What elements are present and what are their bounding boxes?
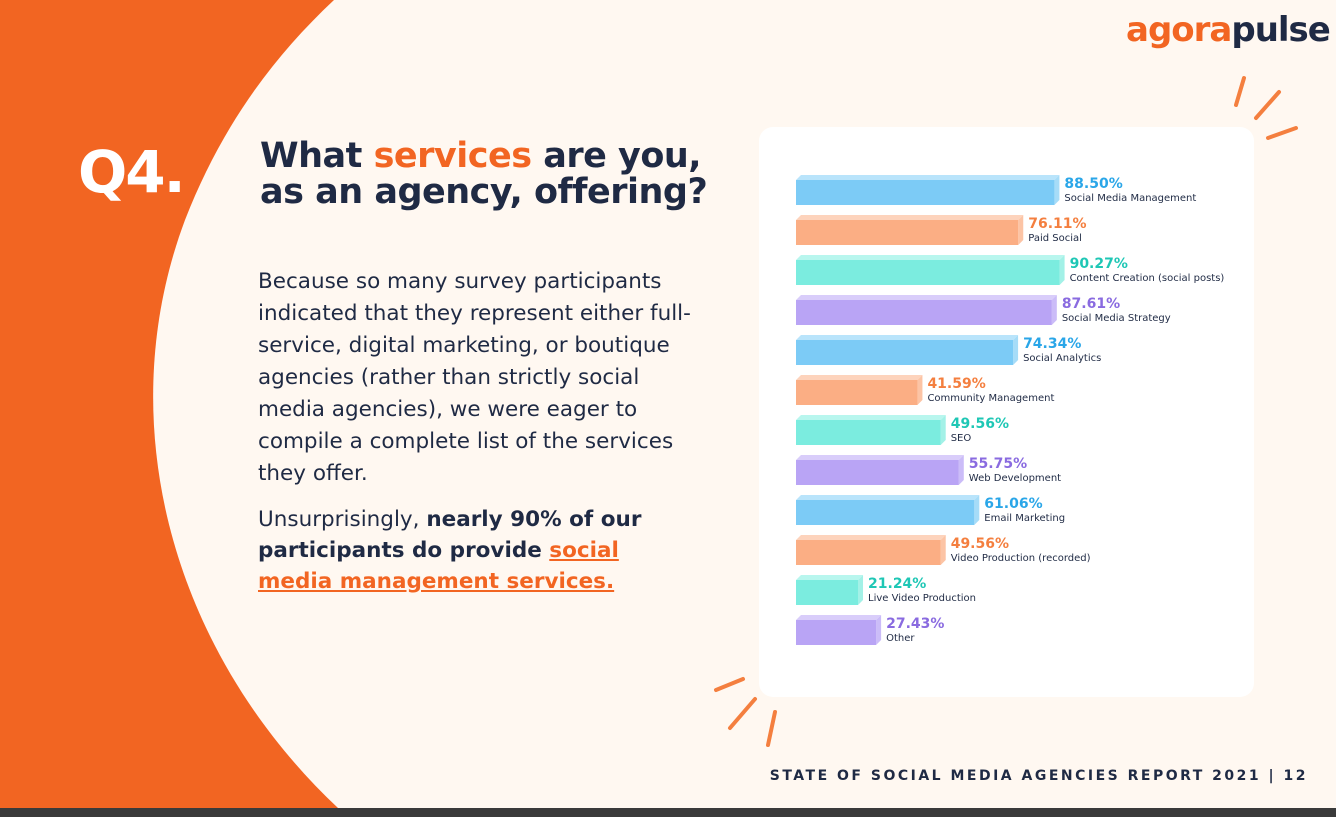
body-paragraph-1: Because so many survey participants indi…: [258, 269, 691, 486]
bar-side: [940, 535, 946, 565]
bar-side: [958, 455, 964, 485]
bar-top: [796, 615, 882, 620]
bar: [796, 580, 859, 605]
bar-side: [1054, 175, 1060, 205]
bar-side: [876, 615, 882, 645]
p2-bold: nearly 90% of our participants do provid…: [258, 507, 642, 563]
bar-category-label: Web Development: [969, 473, 1061, 484]
bar: [796, 300, 1052, 325]
sparkle-bottom-left-icon: [714, 677, 777, 747]
bar: [796, 420, 941, 445]
agorapulse-logo: agorapulse: [1126, 10, 1331, 50]
bar: [796, 500, 975, 525]
bar-top: [796, 215, 1024, 220]
page-title: What services are you, as an agency, off…: [260, 138, 730, 210]
bar-value-label: 55.75%: [969, 456, 1027, 472]
bar: [796, 220, 1019, 245]
bar-value-label: 90.27%: [1070, 256, 1128, 272]
p2-plain: Unsurprisingly,: [258, 507, 427, 532]
bar-value-label: 49.56%: [951, 416, 1009, 432]
bar-value-label: 49.56%: [951, 536, 1009, 552]
bar: [796, 340, 1014, 365]
logo-part-agora: agora: [1126, 10, 1232, 50]
bar-value-label: 21.24%: [868, 576, 926, 592]
bar-top: [796, 535, 946, 540]
bar-top: [796, 455, 964, 460]
body-paragraph-2: Unsurprisingly, nearly 90% of our partic…: [258, 504, 698, 597]
bar-category-label: Social Media Strategy: [1062, 313, 1171, 324]
bar-side: [858, 575, 864, 605]
bar: [796, 460, 959, 485]
bar-top: [796, 495, 980, 500]
question-number: Q4.: [78, 138, 186, 206]
bar-top: [796, 255, 1065, 260]
bar-value-label: 76.11%: [1028, 216, 1086, 232]
bar: [796, 620, 877, 645]
bar-top: [796, 175, 1060, 180]
bar-value-label: 27.43%: [886, 616, 944, 632]
bar-value-label: 41.59%: [927, 376, 985, 392]
bar-top: [796, 335, 1019, 340]
title-after: are you,: [531, 136, 702, 176]
bar-value-label: 61.06%: [984, 496, 1042, 512]
bar-top: [796, 415, 946, 420]
bar-value-label: 88.50%: [1064, 176, 1122, 192]
footer-report-label: STATE OF SOCIAL MEDIA AGENCIES REPORT 20…: [769, 768, 1308, 784]
bar-category-label: Email Marketing: [984, 513, 1065, 524]
bar-side: [940, 415, 946, 445]
bar-category-label: Social Media Management: [1064, 193, 1196, 204]
bar-value-label: 87.61%: [1062, 296, 1120, 312]
bar-category-label: Paid Social: [1028, 233, 1082, 244]
chart-card: 88.50% Social Media Management 76.11% Paid …: [759, 127, 1254, 697]
bar-side: [1059, 255, 1065, 285]
bar-top: [796, 375, 923, 380]
bar-category-label: SEO: [951, 433, 972, 444]
bar-value-label: 74.34%: [1023, 336, 1081, 352]
bar: [796, 260, 1060, 285]
bar: [796, 380, 918, 405]
bar-category-label: Content Creation (social posts): [1070, 273, 1225, 284]
bar-side: [1018, 215, 1024, 245]
bar-category-label: Other: [886, 633, 915, 644]
services-bar-chart: 88.50%Social Media Management 76.11%Paid …: [796, 175, 1225, 645]
bar-category-label: Community Management: [927, 393, 1054, 404]
logo-part-pulse: pulse: [1231, 10, 1330, 50]
social-media-management-link[interactable]: social media management services.: [258, 538, 619, 594]
bar-category-label: Video Production (recorded): [951, 553, 1091, 564]
title-highlight: services: [373, 136, 532, 176]
bar-top: [796, 575, 864, 580]
title-before: What: [260, 136, 374, 176]
title-line2: as an agency, offering?: [260, 172, 708, 212]
bar: [796, 180, 1055, 205]
bar-side: [1013, 335, 1019, 365]
bar-top: [796, 295, 1057, 300]
bottom-bar: [0, 808, 1336, 817]
sparkle-top-right-icon: [1234, 76, 1298, 140]
bar: [796, 540, 941, 565]
body-text: Because so many survey participants indi…: [258, 266, 698, 597]
bar-category-label: Social Analytics: [1023, 353, 1101, 364]
bar-side: [974, 495, 980, 525]
bar-side: [1051, 295, 1057, 325]
bar-side: [917, 375, 923, 405]
bar-category-label: Live Video Production: [868, 593, 976, 604]
